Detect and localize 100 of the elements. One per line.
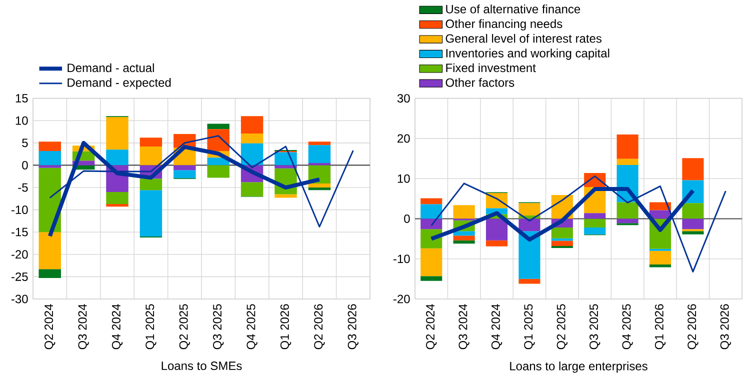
bar: [616, 218, 638, 224]
x-axis-title: Loans to large enterprises: [510, 362, 648, 373]
legend-label: Fixed investment: [446, 63, 536, 72]
y-tick-label: -20: [393, 294, 410, 304]
bar: [616, 158, 638, 165]
x-tick-label: Q1 2026: [280, 304, 292, 350]
x-tick-label: Q2 2025: [556, 304, 568, 350]
bar: [274, 165, 297, 168]
bar: [649, 250, 672, 264]
bar: [240, 134, 264, 144]
bar: [616, 134, 638, 159]
bar: [274, 194, 297, 198]
bar: [38, 168, 61, 232]
bar: [140, 178, 162, 190]
bar: [420, 204, 442, 219]
bar: [584, 228, 606, 234]
bar: [240, 182, 264, 196]
bar: [649, 202, 672, 210]
bar: [420, 248, 442, 276]
y-tick-label: 15: [16, 94, 28, 103]
bar: [38, 269, 61, 278]
y-tick-label: 0: [404, 214, 410, 223]
x-tick-label: Q3 2025: [590, 304, 600, 350]
y-tick-label: 0: [22, 160, 28, 170]
bar: [420, 276, 442, 281]
bar: [420, 218, 442, 230]
x-tick-label: Q4 2024: [491, 304, 502, 350]
bar: [106, 117, 128, 150]
bar: [308, 188, 331, 190]
x-tick-label: Q4 2024: [112, 304, 123, 350]
x-tick-label: Q3 2024: [78, 304, 89, 350]
y-tick-label: 20: [398, 134, 410, 143]
legend-label: Demand - actual: [68, 63, 154, 72]
x-axis-title: Loans to SMEs: [162, 362, 242, 370]
y-tick-label: 10: [398, 174, 410, 183]
y-tick-label: 10: [16, 116, 28, 125]
bar: [38, 150, 61, 166]
bar: [551, 240, 573, 246]
bar: [140, 138, 162, 146]
legend-label: Use of alternative finance: [446, 4, 580, 14]
bar: [453, 236, 475, 240]
y-tick-label: -20: [12, 250, 28, 259]
bar: [682, 218, 704, 230]
y-tick-label: -15: [12, 228, 28, 236]
x-tick-label: Q3 2025: [213, 304, 224, 350]
bar: [38, 232, 61, 270]
y-tick-label: -30: [12, 294, 28, 304]
bar: [453, 231, 475, 236]
bar: [420, 198, 442, 204]
x-tick-label: Q2 2026: [314, 304, 325, 350]
bar: [616, 202, 638, 219]
bar: [682, 203, 704, 219]
bar: [518, 278, 540, 284]
x-tick-label: Q2 2024: [44, 304, 56, 350]
bar: [649, 264, 672, 268]
bar: [551, 228, 573, 238]
bar: [207, 129, 230, 151]
bar: [682, 158, 704, 180]
bar: [106, 150, 128, 166]
x-tick-label: Q1 2025: [146, 304, 156, 350]
bar: [38, 142, 61, 151]
y-tick-label: -25: [12, 272, 28, 281]
x-tick-label: Q2 2024: [426, 304, 437, 350]
x-tick-label: Q3 2026: [720, 304, 731, 350]
line-series: [430, 175, 726, 272]
bar: [308, 142, 331, 146]
bar: [551, 238, 573, 241]
bar: [240, 143, 264, 166]
x-tick-label: Q3 2024: [458, 304, 470, 350]
x-tick-label: Q2 2025: [179, 304, 190, 350]
legend-label: Inventories and working capital: [446, 48, 610, 60]
bar: [207, 165, 230, 178]
bar: [140, 190, 162, 237]
bar: [584, 218, 606, 228]
y-tick-label: -10: [12, 206, 28, 214]
bar: [453, 205, 475, 219]
bar: [518, 218, 540, 232]
bar: [106, 204, 128, 207]
legend-label: Other factors: [446, 78, 514, 87]
y-tick-label: -5: [18, 183, 28, 192]
x-tick-label: Q1 2026: [654, 304, 666, 350]
legend-label: Demand - expected: [68, 78, 171, 90]
bar: [518, 203, 540, 216]
legend-label: Other financing needs: [446, 19, 562, 30]
bar: [518, 231, 540, 279]
bar: [38, 165, 61, 168]
y-tick-label: -10: [393, 254, 410, 264]
x-tick-label: Q2 2026: [688, 304, 698, 350]
bar: [106, 192, 128, 204]
bar: [274, 152, 297, 166]
x-tick-label: Q3 2026: [348, 304, 358, 350]
bar: [486, 218, 508, 240]
bar: [174, 165, 196, 170]
bar: [584, 213, 606, 219]
y-tick-label: 5: [22, 138, 28, 148]
bar: [682, 231, 704, 234]
bar: [453, 240, 475, 244]
bar: [207, 124, 230, 130]
x-tick-label: Q4 2025: [622, 304, 633, 350]
y-tick-label: 30: [397, 94, 410, 103]
